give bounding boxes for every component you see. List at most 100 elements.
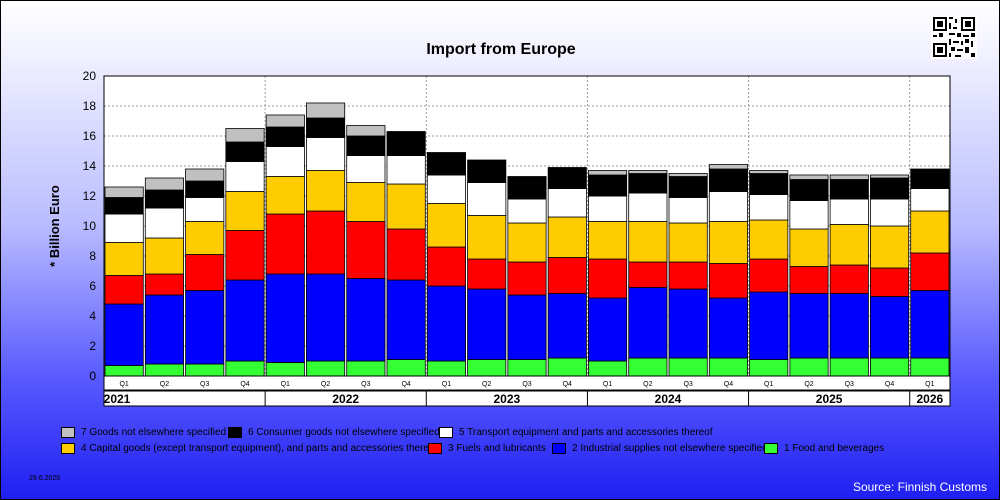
bar-segment <box>668 173 708 177</box>
bar-segment <box>185 363 225 377</box>
legend-item: 1 Food and beverages <box>764 443 884 454</box>
bar-segment <box>910 290 950 359</box>
bar-segment <box>789 293 829 359</box>
bar-segment <box>144 363 184 377</box>
bar-segment <box>789 179 829 201</box>
bar-segment <box>507 198 547 224</box>
bar-segment <box>789 228 829 267</box>
bar-segment <box>829 224 869 266</box>
bar-segment <box>628 261 668 288</box>
bar-segment <box>346 278 386 362</box>
bar-segment <box>306 360 346 377</box>
year-band <box>103 390 951 407</box>
bar-segment <box>306 137 346 171</box>
bar-segment <box>306 117 346 138</box>
bar-segment <box>708 221 748 264</box>
bar-segment <box>749 359 789 377</box>
bar-segment <box>829 264 869 294</box>
bar-segment <box>346 155 386 183</box>
bar-segment <box>829 293 869 359</box>
bar-segment <box>829 179 869 200</box>
bar-segment <box>588 221 628 260</box>
bar-segment <box>467 182 507 216</box>
bar-segment <box>870 177 910 200</box>
bar-segment <box>306 102 346 119</box>
bar-segment <box>265 114 305 128</box>
bar-segment <box>386 131 426 156</box>
bar-segment <box>346 360 386 377</box>
y-tick-label: 20 <box>83 69 97 83</box>
chart-legend: 7 Goods not elsewhere specified 6 Consume… <box>61 427 981 461</box>
legend-item: 6 Consumer goods not elsewhere specified <box>228 427 440 438</box>
bar-segment <box>870 198 910 227</box>
bar-segment <box>588 170 628 176</box>
bar-segment <box>185 221 225 255</box>
legend-swatch <box>439 427 453 438</box>
year-label: 2025 <box>816 392 843 406</box>
stacked-bar-chart: 0 2 4 6 8 10 12 14 16 18 20 * Billion Euro Q1 Q2 Q3 Q4 Q… <box>47 69 951 407</box>
bar-segment <box>265 362 305 377</box>
bar-segment <box>547 257 587 294</box>
bar-segment <box>144 237 184 275</box>
bar-segment <box>870 174 910 179</box>
quarter-label: Q3 <box>683 381 692 388</box>
legend-label: 1 Food and beverages <box>784 443 885 454</box>
bar-segment <box>708 168 748 192</box>
legend-label: 3 Fuels and lubricants <box>448 443 546 454</box>
bar-segment <box>547 293 587 359</box>
bar-segment <box>386 183 426 230</box>
bar-segment <box>910 188 950 212</box>
bar-segment <box>467 258 507 290</box>
bar-segment <box>225 360 265 377</box>
bar-segment <box>829 174 869 180</box>
bar-segment <box>225 230 265 281</box>
bar-segment <box>708 263 748 299</box>
legend-label: 6 Consumer goods not elsewhere specified <box>248 427 440 438</box>
y-tick-label: 16 <box>83 129 97 143</box>
quarter-label: Q1 <box>442 381 451 388</box>
bar-segment <box>507 176 547 200</box>
bar-segment <box>668 222 708 263</box>
quarter-label: Q1 <box>281 381 290 388</box>
bar-segment <box>467 288 507 360</box>
y-tick-label: 10 <box>83 219 97 233</box>
y-tick-label: 2 <box>89 339 96 353</box>
bar-segment <box>628 357 668 377</box>
bar-segment <box>628 192 668 222</box>
bar-segment <box>628 221 668 263</box>
bar-segment <box>910 252 950 291</box>
bar-segment <box>588 258 628 299</box>
bar-segment <box>144 294 184 365</box>
bar-segment <box>829 198 869 225</box>
bar-segment <box>668 176 708 198</box>
bar-segment <box>104 213 144 243</box>
legend-label: 7 Goods not elsewhere specified <box>81 427 227 438</box>
quarter-label: Q4 <box>563 381 572 388</box>
quarter-label: Q2 <box>643 381 652 388</box>
legend-swatch <box>764 443 778 454</box>
quarter-label: Q4 <box>401 381 410 388</box>
bar-segment <box>870 267 910 297</box>
legend-label: 5 Transport equipment and parts and acce… <box>459 427 713 438</box>
bar-segment <box>829 357 869 377</box>
y-tick-label: 8 <box>89 249 96 263</box>
bar-segment <box>547 216 587 258</box>
source-note: Source: Finnish Customs <box>852 480 987 494</box>
legend-swatch <box>61 443 75 454</box>
bar-segment <box>265 273 305 363</box>
chart-title: Import from Europe <box>426 41 576 58</box>
bar-segment <box>708 357 748 377</box>
bar-segment <box>225 191 265 231</box>
bar-segment <box>346 221 386 279</box>
bar-segment <box>507 359 547 377</box>
year-label: 2023 <box>494 392 521 406</box>
bar-segment <box>628 170 668 174</box>
bar-segment <box>144 273 184 296</box>
quarter-label: Q2 <box>321 381 330 388</box>
bar-segment <box>144 189 184 209</box>
legend-item: 3 Fuels and lubricants <box>428 443 546 454</box>
y-tick-label: 4 <box>89 309 96 323</box>
quarter-label: Q3 <box>522 381 531 388</box>
y-axis-label: * Billion Euro <box>47 185 62 267</box>
bar-segment <box>789 266 829 294</box>
